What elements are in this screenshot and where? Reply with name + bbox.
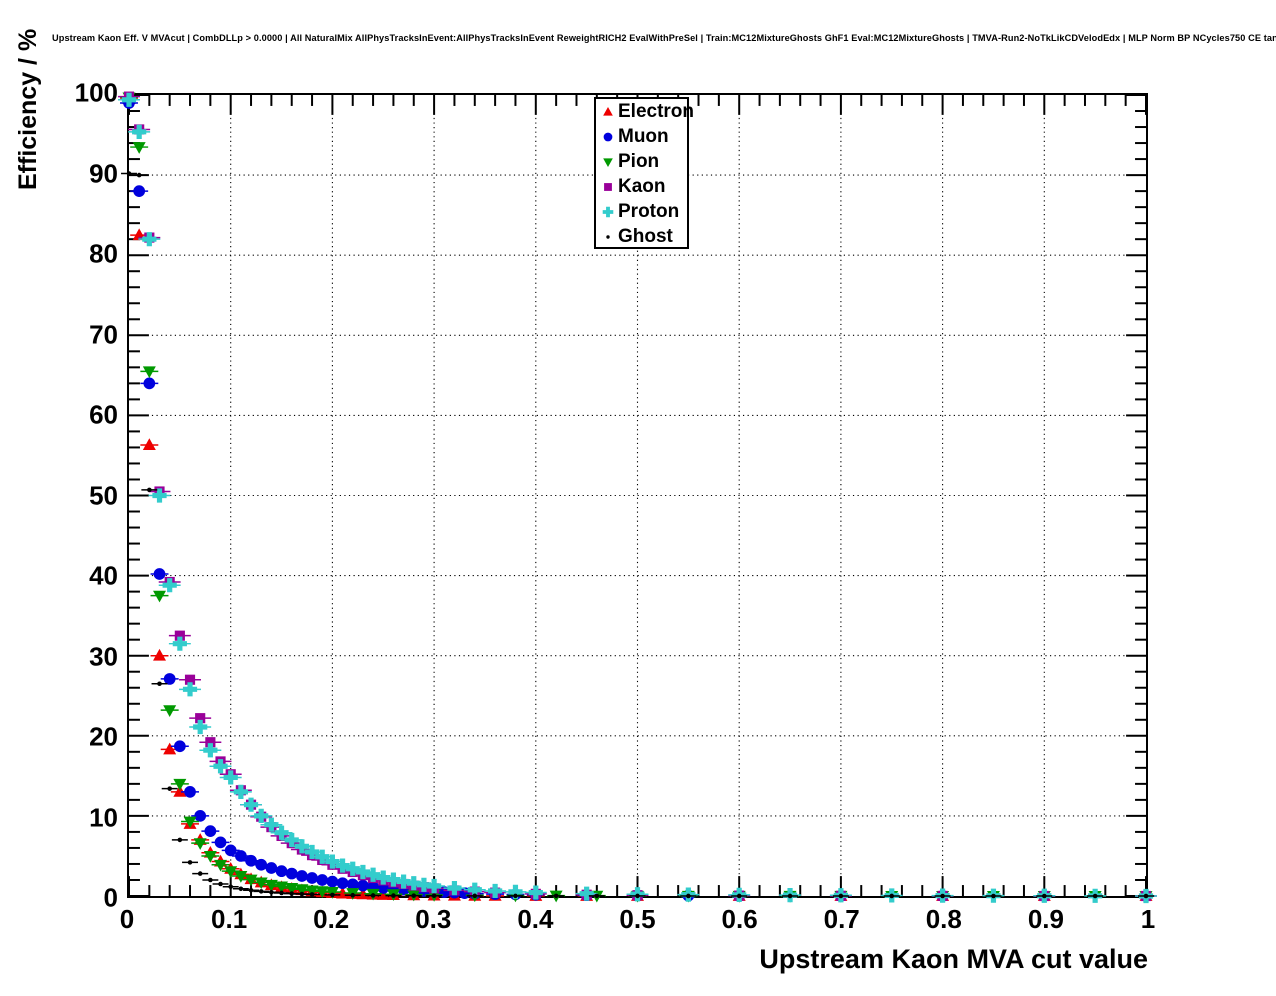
y-tick-label: 10 bbox=[89, 802, 118, 832]
y-tick-label: 70 bbox=[89, 319, 118, 349]
plot-frame bbox=[118, 91, 1157, 904]
triangle-down-icon bbox=[599, 153, 617, 171]
legend-item-proton[interactable]: Proton bbox=[596, 199, 687, 224]
y-axis-title: Efficiency / % bbox=[14, 28, 42, 190]
x-tick-label: 0.2 bbox=[313, 904, 350, 934]
dot-icon bbox=[599, 228, 617, 246]
x-tick-label: 0.6 bbox=[721, 904, 758, 934]
legend-label: Electron bbox=[618, 101, 695, 122]
y-tick-label: 60 bbox=[89, 399, 118, 430]
legend-item-kaon[interactable]: Kaon bbox=[596, 174, 687, 199]
cross-icon bbox=[599, 203, 617, 221]
y-tick-label: 20 bbox=[89, 721, 118, 752]
x-tick-label: 0.3 bbox=[415, 904, 452, 934]
square-icon bbox=[599, 178, 617, 196]
legend-label: Pion bbox=[618, 151, 660, 172]
x-tick-label: 0.4 bbox=[517, 904, 554, 934]
y-tick-label: 30 bbox=[89, 641, 118, 671]
x-tick-label: 0 bbox=[119, 904, 135, 934]
circle-icon bbox=[599, 128, 617, 146]
y-tick-label: 0 bbox=[103, 882, 118, 913]
legend-label: Muon bbox=[618, 126, 669, 147]
legend-item-ghost[interactable]: Ghost bbox=[596, 224, 687, 249]
plot-title: Upstream Kaon Eff. V MVAcut | CombDLLp >… bbox=[52, 33, 1276, 43]
triangle-up-icon bbox=[599, 103, 617, 121]
y-tick-label: 90 bbox=[89, 158, 118, 188]
legend-item-pion[interactable]: Pion bbox=[596, 149, 687, 174]
y-tick-label: 100 bbox=[74, 77, 118, 108]
legend-label: Ghost bbox=[618, 226, 673, 247]
x-axis-title: Upstream Kaon MVA cut value bbox=[759, 944, 1148, 974]
legend-item-electron[interactable]: Electron bbox=[596, 99, 694, 124]
legend-label: Proton bbox=[618, 201, 680, 222]
x-tick-label: 0.8 bbox=[925, 904, 962, 934]
x-tick-label: 0.7 bbox=[823, 904, 860, 934]
y-tick-label: 40 bbox=[89, 560, 118, 591]
legend-item-muon[interactable]: Muon bbox=[596, 124, 687, 149]
legend-label: Kaon bbox=[618, 176, 666, 197]
x-tick-label: 0.1 bbox=[211, 904, 248, 934]
y-tick-label: 50 bbox=[89, 480, 118, 510]
legend: Electron Muon Pion Kaon Proton Ghost bbox=[594, 97, 694, 249]
y-tick-label: 80 bbox=[89, 238, 118, 269]
x-tick-label: 0.5 bbox=[619, 904, 656, 934]
x-tick-label: 1 bbox=[1140, 904, 1156, 934]
series-ghost bbox=[121, 171, 1154, 899]
x-tick-label: 0.9 bbox=[1027, 904, 1064, 934]
data-markers bbox=[118, 91, 1157, 904]
